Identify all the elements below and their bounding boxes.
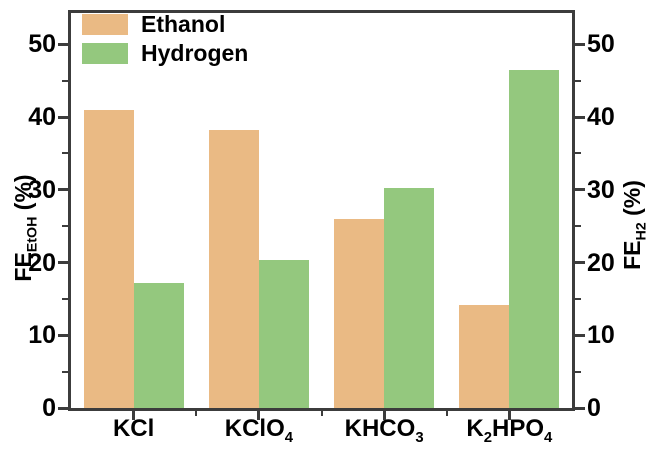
y-minor-tick-right-35 [575,152,581,155]
x-category-label-part: 4 [284,429,294,446]
y-minor-tick-right-45 [575,79,581,82]
y-tick-left-30 [58,188,68,192]
x-tick-minor-1 [195,411,198,416]
y-tick-right-40 [575,115,585,119]
y-tick-right-10 [575,333,585,337]
x-category-label-part: HPO [492,415,545,442]
x-tick-major-1 [257,411,261,420]
legend: Ethanol Hydrogen [82,11,249,72]
x-category-label-2: KHCO3 [314,415,454,446]
left-axis-title: FEEtOH (%) [9,143,41,313]
bar-hydrogen-3 [509,69,560,408]
legend-swatch-hydrogen [82,43,128,64]
y-tick-label-left-40: 40 [28,103,56,132]
plot-area [68,10,575,411]
y-tick-label-right-30: 30 [587,175,615,204]
legend-item-hydrogen: Hydrogen [82,40,249,66]
legend-label-ethanol: Ethanol [141,11,226,37]
y-tick-left-40 [58,115,68,119]
y-tick-right-30 [575,188,585,192]
bar-hydrogen-2 [384,187,435,408]
legend-swatch-ethanol [82,14,128,35]
bar-hydrogen-1 [258,260,309,408]
y-tick-right-50 [575,42,585,46]
y-tick-label-right-50: 50 [587,30,615,59]
legend-label-hydrogen: Hydrogen [141,40,249,66]
y-tick-right-20 [575,261,585,264]
y-minor-tick-left-35 [62,152,68,155]
x-category-label-part: K [466,415,484,442]
x-category-label-part: KClO [224,415,285,442]
y-tick-left-0 [58,406,68,410]
x-category-label-1: KClO4 [189,415,329,446]
y-tick-label-left-20: 20 [28,248,56,277]
y-tick-label-right-40: 40 [587,103,615,132]
y-tick-right-0 [575,406,585,410]
x-tick-minor-3 [445,411,448,416]
y-minor-tick-left-25 [62,225,68,228]
bar-ethanol-0 [83,109,134,408]
y-tick-left-50 [58,42,68,46]
right-axis-title-sub: H2 [633,222,650,241]
y-tick-label-right-10: 10 [587,321,615,350]
x-tick-major-2 [382,411,386,420]
y-tick-left-10 [58,333,68,337]
y-minor-tick-left-15 [62,297,68,300]
y-tick-left-20 [58,261,68,264]
x-category-label-part: KHCO [344,415,416,442]
y-tick-label-left-10: 10 [28,321,56,350]
bar-hydrogen-0 [133,282,184,408]
x-tick-major-0 [132,411,136,420]
x-tick-minor-2 [320,411,323,416]
bar-ethanol-1 [208,130,259,408]
legend-item-ethanol: Ethanol [82,11,248,37]
y-tick-label-right-0: 0 [587,394,601,422]
x-category-label-3: K2HPO4 [439,415,579,446]
y-tick-label-left-50: 50 [28,30,56,59]
y-tick-label-left-0: 0 [42,394,56,422]
y-minor-tick-left-5 [62,370,68,373]
y-minor-tick-right-5 [575,370,581,373]
x-tick-major-3 [507,411,511,420]
bar-ethanol-3 [459,304,510,408]
y-minor-tick-right-25 [575,225,581,228]
bar-ethanol-2 [334,218,385,408]
y-minor-tick-right-15 [575,297,581,300]
y-tick-label-left-30: 30 [28,175,56,204]
y-minor-tick-left-45 [62,79,68,82]
x-category-label-part: 3 [415,429,424,446]
x-category-label-part: 2 [483,429,493,446]
x-category-label-part: 4 [544,429,553,446]
left-axis-title-sub: EtOH [24,216,41,253]
y-tick-label-right-20: 20 [587,248,615,277]
